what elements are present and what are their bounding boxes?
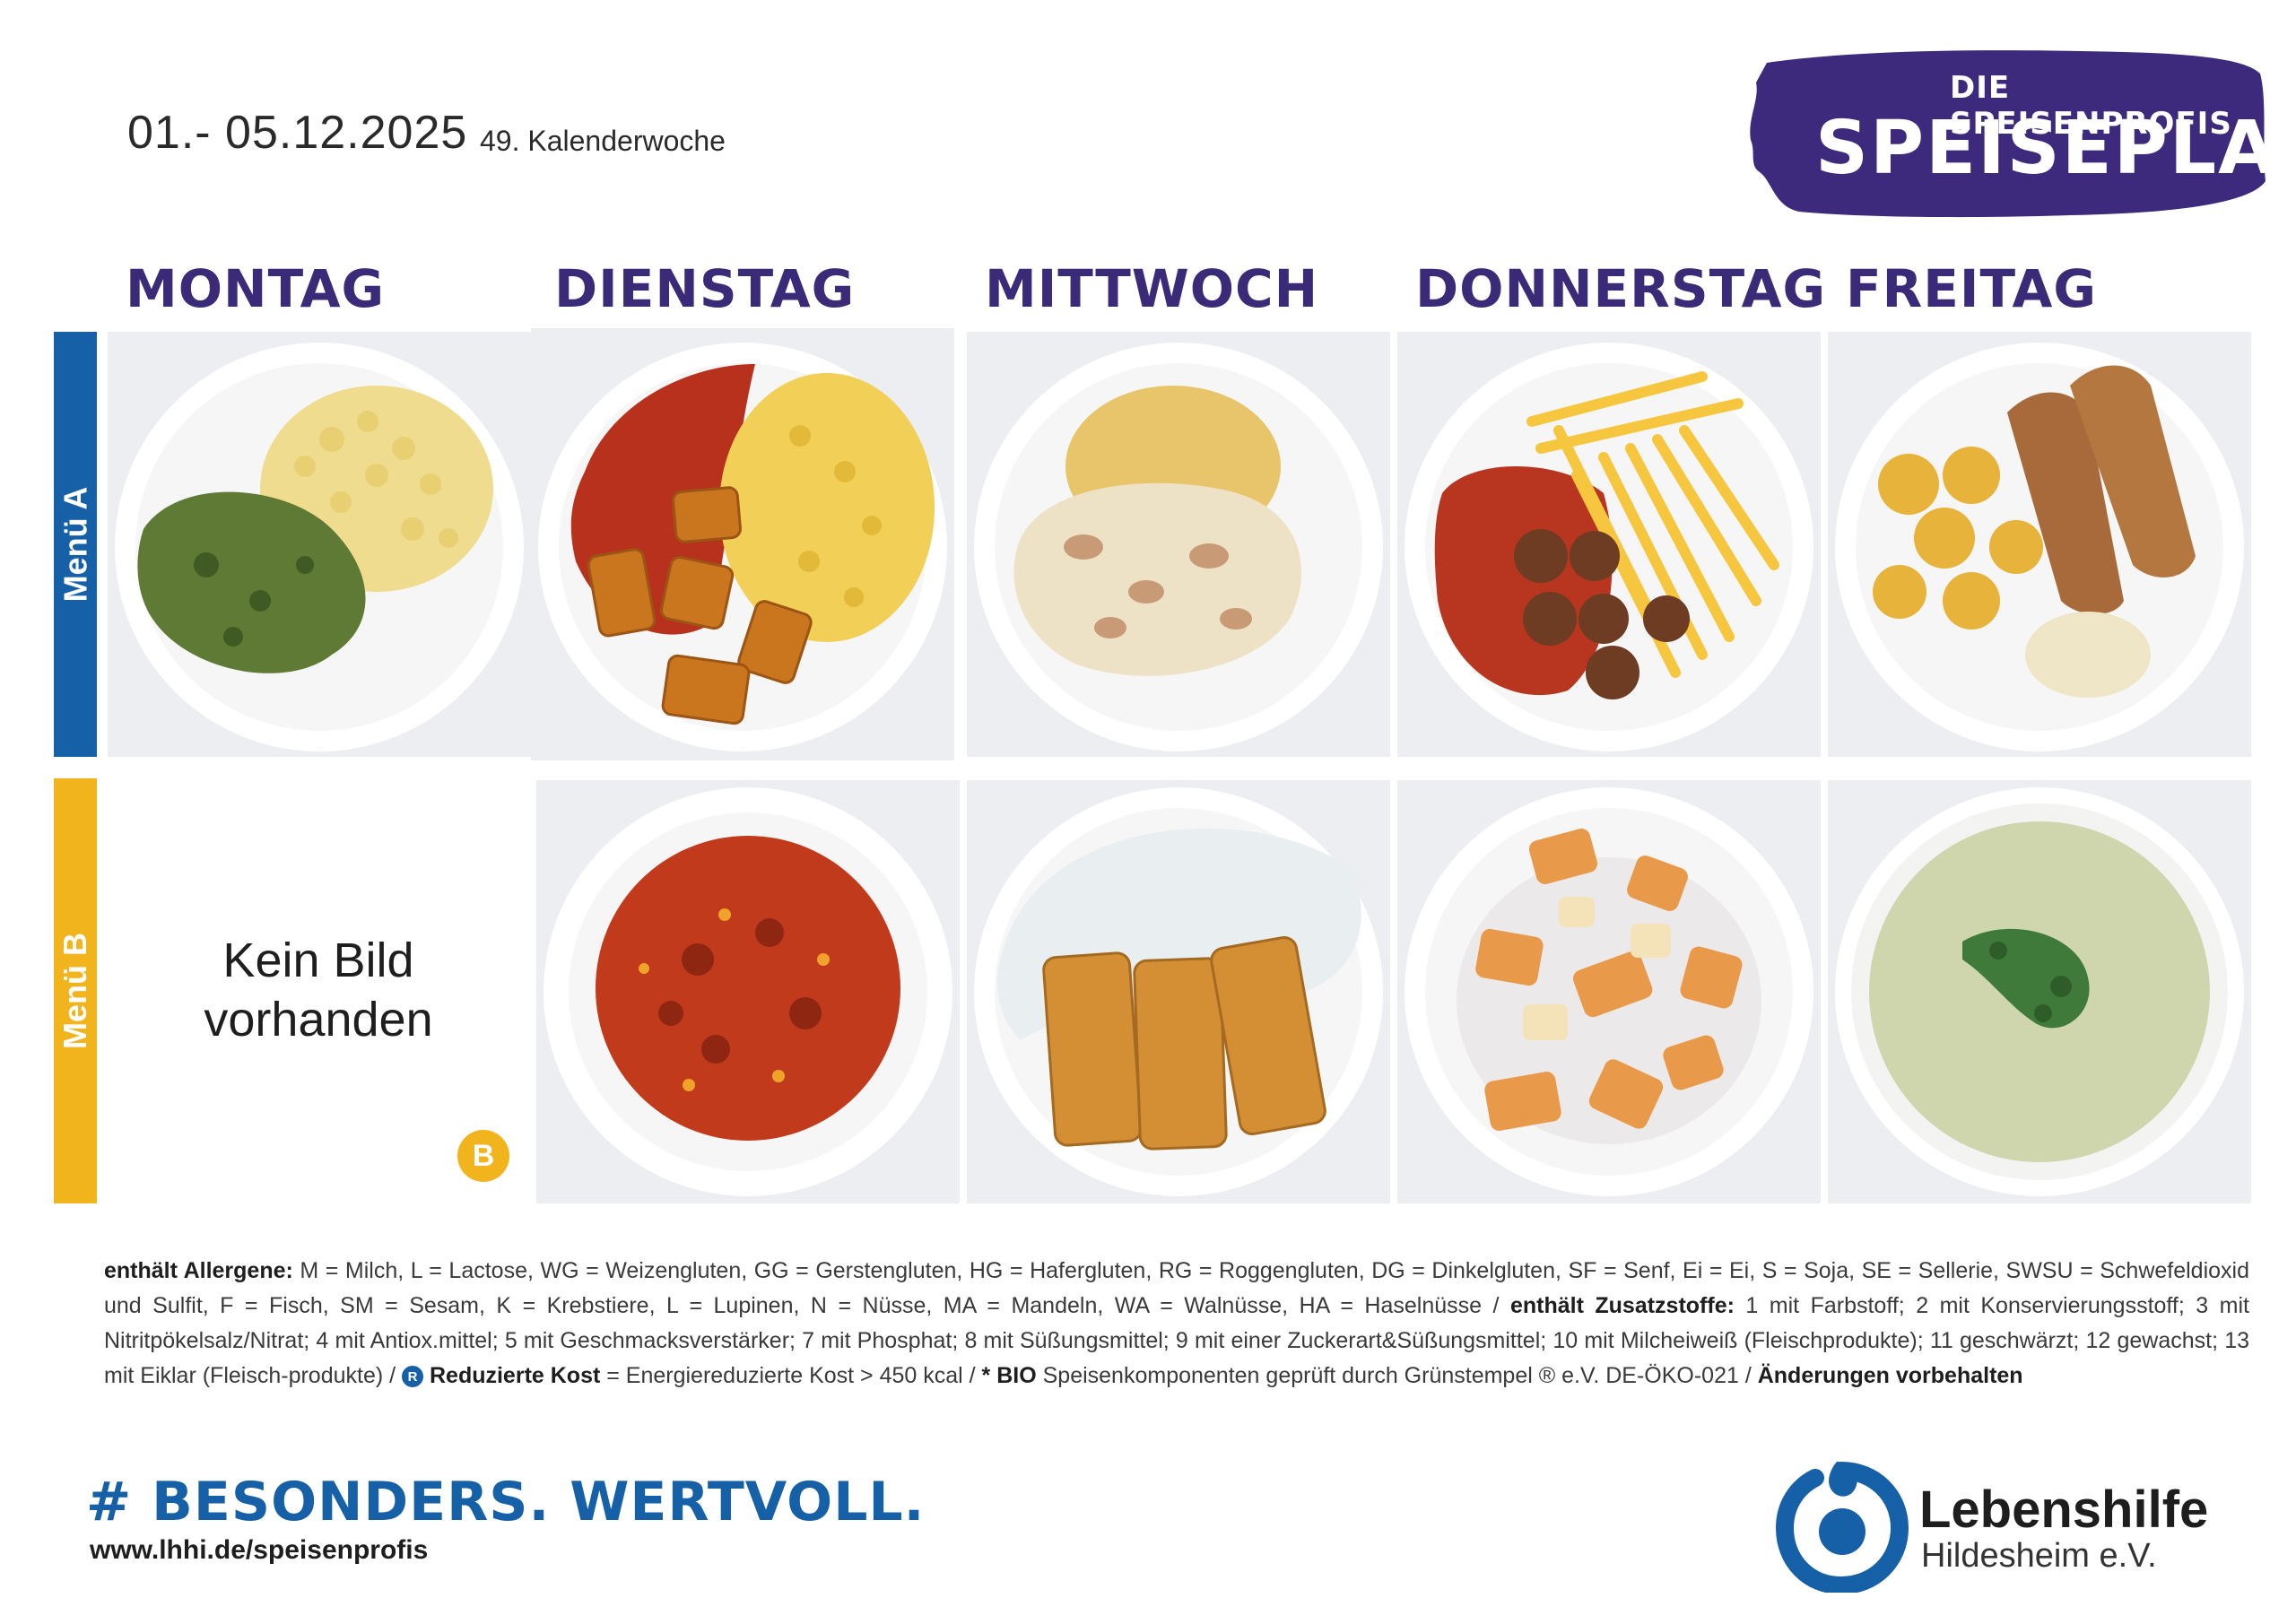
dish-photo-b-tuesday xyxy=(536,780,960,1203)
bio-label: * BIO xyxy=(981,1363,1037,1388)
additives-text: 1 mit Farbstoff; 2 mit Konservierungssto… xyxy=(104,1293,2249,1388)
speiseplan-brand-badge: DIE SPEISENPROFIS SPEISEPLAN xyxy=(1747,47,2296,222)
no-image-line1: Kein Bild xyxy=(222,934,414,987)
dish-photo-b-friday xyxy=(1828,780,2251,1203)
menu-a-bar: Menü A xyxy=(54,332,97,757)
brand-top-line: DIE SPEISENPROFIS xyxy=(1950,70,2232,142)
changes-label: Änderungen vorbehalten xyxy=(1757,1363,2023,1388)
brush-stroke-icon xyxy=(1750,50,2266,218)
allergens-label: enthält Allergene: xyxy=(104,1258,293,1283)
menu-b-label: Menü B xyxy=(57,933,93,1049)
org-name: Lebenshilfe xyxy=(1919,1481,2209,1539)
dish-photo-b-thursday xyxy=(1397,780,1821,1203)
day-wednesday: MITTWOCH xyxy=(985,258,1319,319)
no-image-placeholder: Kein Bild vorhanden B xyxy=(108,778,529,1203)
website-link[interactable]: www.lhhi.de/speisenprofis xyxy=(90,1535,429,1565)
dish-photo-a-monday xyxy=(108,332,531,757)
dish-photo-a-thursday xyxy=(1397,332,1821,757)
bio-text: Speisenkomponenten geprüft durch Grünste… xyxy=(1036,1363,1758,1388)
menu-b-badge: B xyxy=(457,1130,509,1182)
day-monday: MONTAG xyxy=(126,258,386,319)
allergens-text: M = Milch, L = Lactose, WG = Weizenglute… xyxy=(104,1258,2249,1318)
lebenshilfe-logo-icon xyxy=(1775,1462,1909,1593)
reduced-label: Reduzierte Kost xyxy=(429,1363,601,1388)
reduced-text: = Energiereduzierte Kost > 450 kcal / xyxy=(600,1363,982,1388)
additives-label: enthält Zusatzstoffe: xyxy=(1509,1293,1735,1318)
menu-a-label: Menü A xyxy=(57,486,93,603)
dish-photo-a-friday xyxy=(1828,332,2251,757)
reduced-diet-icon: R xyxy=(402,1366,424,1388)
day-friday: FREITAG xyxy=(1846,258,2098,319)
dish-photo-a-tuesday xyxy=(531,328,954,760)
allergen-legend: enthält Allergene: M = Milch, L = Lactos… xyxy=(104,1254,2249,1394)
dish-photo-a-wednesday xyxy=(967,332,1390,757)
calendar-week: 49. Kalenderwoche xyxy=(480,125,726,157)
org-subtitle: Hildesheim e.V. xyxy=(1921,1537,2157,1575)
dish-photo-b-wednesday xyxy=(967,780,1390,1203)
brand-title: SPEISEPLAN xyxy=(1815,106,2296,191)
menu-b-bar: Menü B xyxy=(54,778,97,1203)
no-image-text: Kein Bild vorhanden xyxy=(108,931,529,1049)
hashtag-slogan: # BESONDERS. WERTVOLL. xyxy=(86,1471,926,1533)
no-image-line2: vorhanden xyxy=(204,993,433,1046)
day-thursday: DONNERSTAG xyxy=(1415,258,1827,319)
day-tuesday: DIENSTAG xyxy=(554,258,856,319)
date-range: 01.- 05.12.2025 xyxy=(127,107,468,159)
